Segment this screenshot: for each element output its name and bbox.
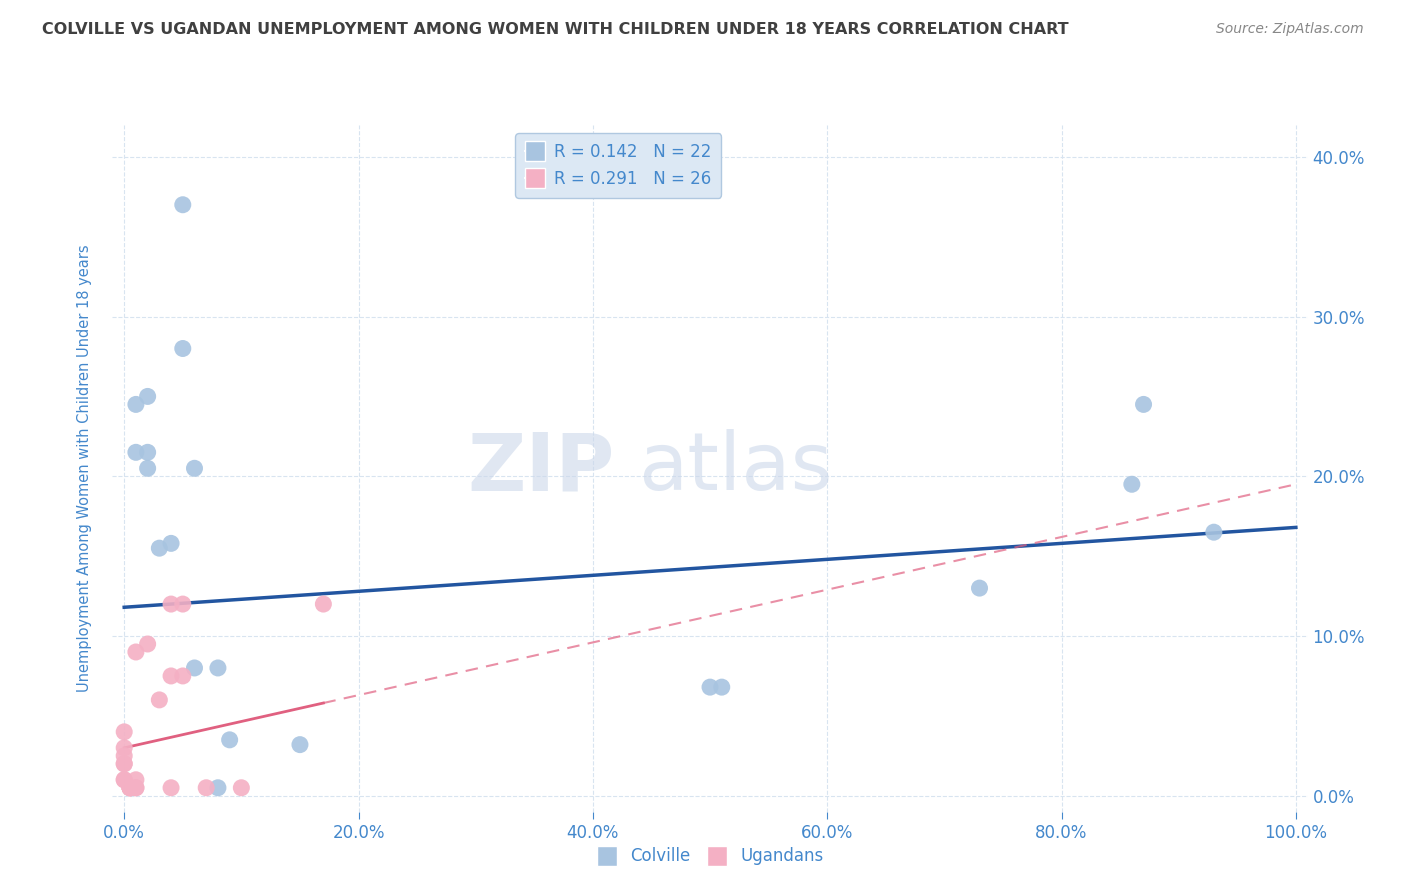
Point	[160, 669, 183, 683]
Point	[112, 756, 135, 771]
Point	[1132, 397, 1154, 411]
Point	[136, 445, 159, 459]
Y-axis label: Unemployment Among Women with Children Under 18 years: Unemployment Among Women with Children U…	[77, 244, 91, 692]
Point	[207, 780, 229, 795]
Point	[710, 680, 733, 694]
Point	[148, 541, 170, 556]
Point	[125, 645, 148, 659]
Point	[1202, 525, 1225, 540]
Point	[312, 597, 335, 611]
Point	[231, 780, 253, 795]
Point	[172, 597, 194, 611]
Point	[120, 780, 141, 795]
Point	[125, 780, 148, 795]
Point	[136, 389, 159, 403]
Point	[288, 738, 311, 752]
Point	[699, 680, 721, 694]
Point	[120, 780, 141, 795]
Point	[112, 772, 135, 787]
Point	[125, 445, 148, 459]
Point	[125, 780, 148, 795]
Point	[160, 536, 183, 550]
Point	[207, 661, 229, 675]
Point	[1121, 477, 1143, 491]
Text: Source: ZipAtlas.com: Source: ZipAtlas.com	[1216, 22, 1364, 37]
Point	[195, 780, 218, 795]
Point	[172, 669, 194, 683]
Legend: Colville, Ugandans: Colville, Ugandans	[591, 841, 830, 872]
Point	[969, 581, 991, 595]
Text: ZIP: ZIP	[467, 429, 614, 508]
Point	[120, 780, 141, 795]
Point	[112, 772, 135, 787]
Point	[218, 732, 240, 747]
Text: atlas: atlas	[638, 429, 832, 508]
Point	[160, 597, 183, 611]
Point	[160, 780, 183, 795]
Point	[120, 780, 141, 795]
Point	[172, 342, 194, 356]
Point	[183, 461, 205, 475]
Point	[112, 748, 135, 763]
Point	[112, 756, 135, 771]
Point	[112, 724, 135, 739]
Point	[183, 661, 205, 675]
Point	[148, 693, 170, 707]
Point	[112, 740, 135, 755]
Point	[136, 461, 159, 475]
Text: COLVILLE VS UGANDAN UNEMPLOYMENT AMONG WOMEN WITH CHILDREN UNDER 18 YEARS CORREL: COLVILLE VS UGANDAN UNEMPLOYMENT AMONG W…	[42, 22, 1069, 37]
Point	[125, 772, 148, 787]
Point	[136, 637, 159, 651]
Point	[125, 397, 148, 411]
Point	[172, 198, 194, 212]
Point	[120, 780, 141, 795]
